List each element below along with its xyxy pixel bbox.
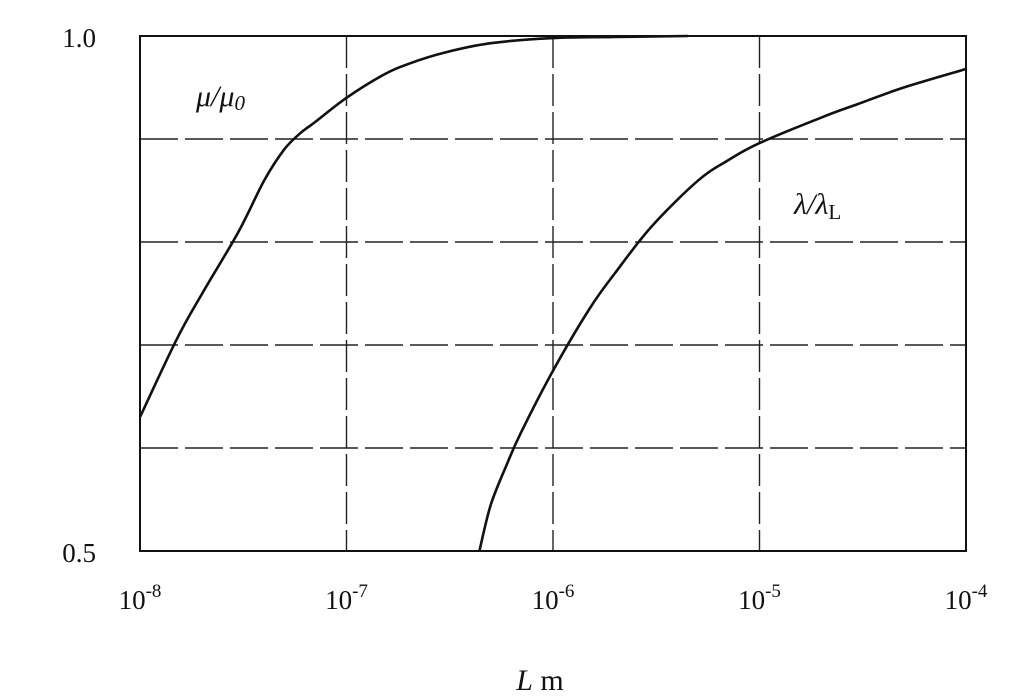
x-tick-label-2: 10-6 [532,581,575,615]
series-label-mu-main: μ/μ [195,80,234,113]
series-line-mu [138,34,688,418]
x-tick-label-3: 10-5 [738,581,781,615]
x-tick-label-0: 10-8 [119,581,162,615]
x-tick-exponent: -4 [972,581,988,602]
x-axis-label: L m [515,664,564,697]
grid-layer [140,36,966,551]
tick-label-layer: 10-8 10-7 10-6 10-5 10-40.51.0 [62,23,988,615]
series-line-lambda [478,67,967,552]
x-axis-label-unit: m [533,664,564,697]
x-tick-exponent: -6 [559,581,575,602]
x-tick-label-4: 10-4 [945,581,988,615]
series-label-lambda-main: λ/λ [793,188,828,221]
x-tick-label-1: 10-7 [325,581,368,615]
x-tick-base: 10 [738,585,765,615]
plot-frame [139,35,967,552]
x-tick-exponent: -7 [352,581,368,602]
series-label-mu-sub: 0 [234,91,245,115]
x-tick-base: 10 [119,585,146,615]
x-tick-base: 10 [532,585,559,615]
y-tick-label-0: 0.5 [62,538,96,568]
series-label-lambda-sub: L [828,200,841,224]
series-label-lambda: λ/λL [793,188,841,224]
x-tick-base: 10 [945,585,972,615]
curve-layer [138,34,967,552]
x-tick-exponent: -5 [765,581,781,602]
x-axis-label-variable: L [515,664,533,697]
series-label-mu: μ/μ0 [195,80,245,115]
x-tick-exponent: -8 [146,581,162,602]
x-tick-base: 10 [325,585,352,615]
y-tick-label-1: 1.0 [62,23,96,53]
